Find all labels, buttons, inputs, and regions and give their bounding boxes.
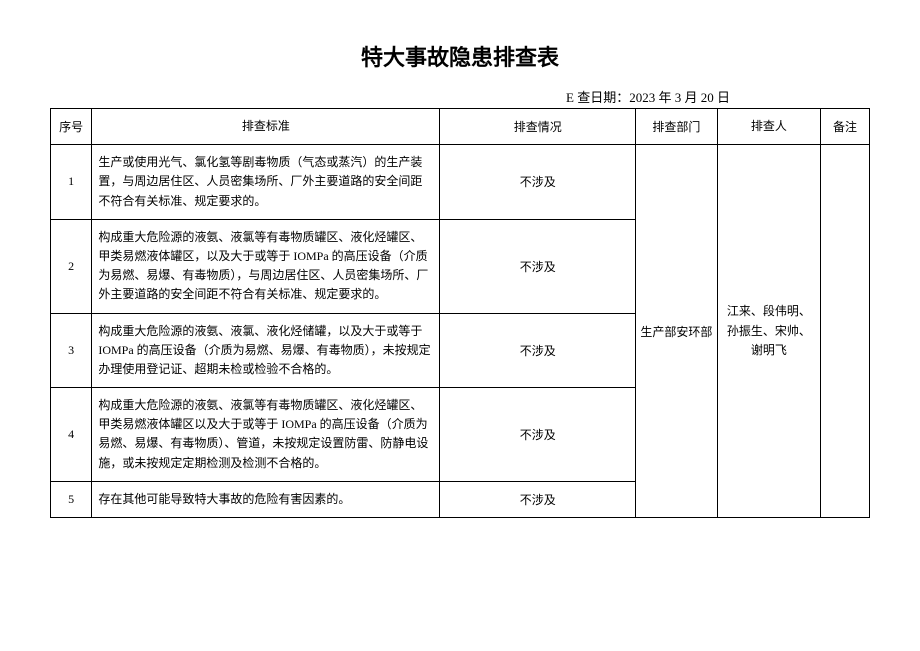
header-remark: 备注 (821, 109, 870, 145)
header-seq: 序号 (51, 109, 92, 145)
cell-seq: 5 (51, 481, 92, 517)
cell-status: 不涉及 (440, 219, 636, 313)
cell-standard: 构成重大危险源的液氨、液氯等有毒物质罐区、液化烃罐区、甲类易燃液体罐区以及大于或… (92, 388, 440, 482)
cell-seq: 3 (51, 313, 92, 388)
header-standard: 排查标准 (92, 109, 440, 145)
cell-seq: 1 (51, 145, 92, 220)
header-row: 序号 排查标准 排查情况 排查部门 排查人 备注 (51, 109, 870, 145)
cell-standard: 生产或使用光气、氯化氢等剧毒物质（气态或蒸汽）的生产装置，与周边居住区、人员密集… (92, 145, 440, 220)
cell-seq: 4 (51, 388, 92, 482)
header-status: 排查情况 (440, 109, 636, 145)
cell-standard: 构成重大危险源的液氨、液氯、液化烃储罐，以及大于或等于 IOMPa 的高压设备（… (92, 313, 440, 388)
cell-seq: 2 (51, 219, 92, 313)
header-person: 排查人 (717, 109, 820, 145)
cell-status: 不涉及 (440, 313, 636, 388)
header-dept: 排查部门 (636, 109, 718, 145)
table-row: 1 生产或使用光气、氯化氢等剧毒物质（气态或蒸汽）的生产装置，与周边居住区、人员… (51, 145, 870, 220)
check-date: E 查日期：2023 年 3 月 20 日 (50, 87, 870, 106)
cell-status: 不涉及 (440, 481, 636, 517)
cell-standard: 构成重大危险源的液氨、液氯等有毒物质罐区、液化烃罐区、甲类易燃液体罐区，以及大于… (92, 219, 440, 313)
cell-status: 不涉及 (440, 145, 636, 220)
cell-standard: 存在其他可能导致特大事故的危险有害因素的。 (92, 481, 440, 517)
cell-status: 不涉及 (440, 388, 636, 482)
cell-remark (821, 145, 870, 518)
hazard-table: 序号 排查标准 排查情况 排查部门 排查人 备注 1 生产或使用光气、氯化氢等剧… (50, 108, 870, 518)
cell-person: 江来、段伟明、孙振生、宋帅、谢明飞 (717, 145, 820, 518)
cell-dept: 生产部安环部 (636, 145, 718, 518)
page-title: 特大事故隐患排查表 (50, 40, 870, 72)
